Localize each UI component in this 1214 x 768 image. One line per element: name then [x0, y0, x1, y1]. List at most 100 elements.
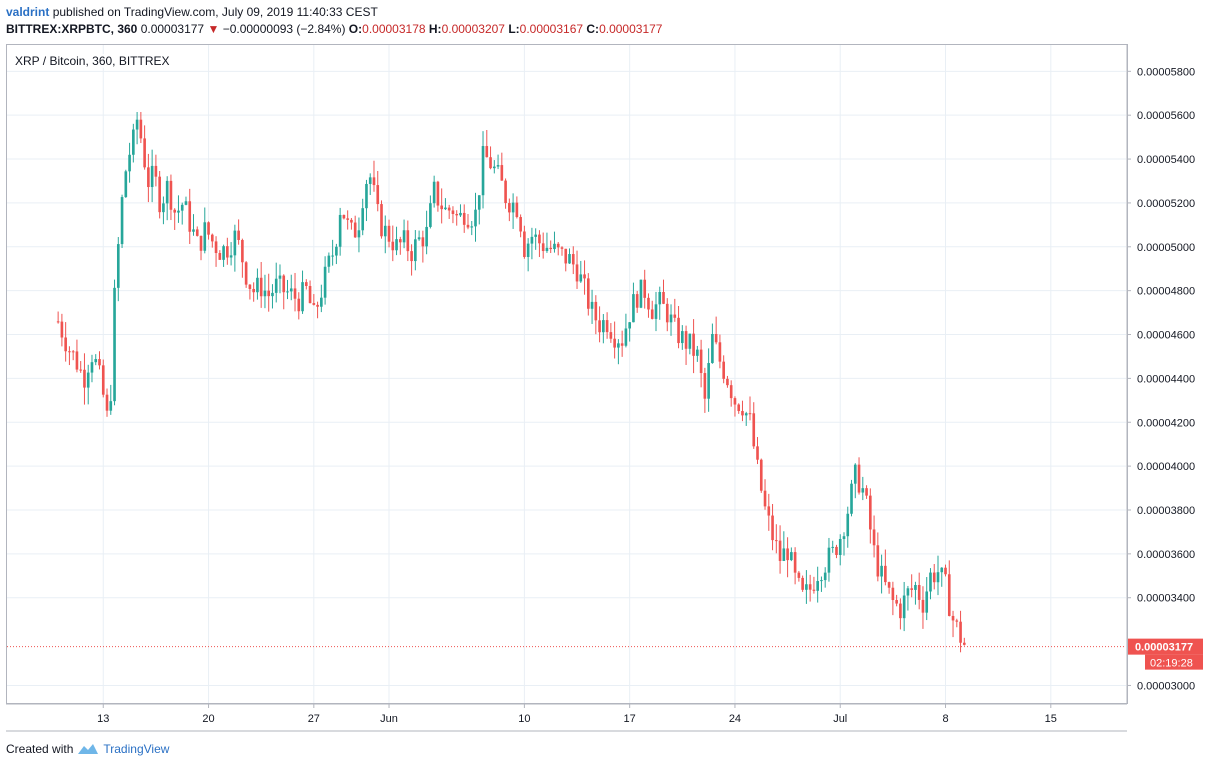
candle-body [380, 204, 383, 237]
candle-body [684, 331, 688, 349]
candle-body [485, 146, 489, 158]
candle-body [654, 304, 658, 319]
candle-body [75, 351, 79, 370]
candle-body [906, 588, 910, 596]
candle-body [481, 146, 485, 196]
candle-body [718, 342, 722, 362]
low-label: L: [508, 22, 520, 36]
candle-body [188, 201, 192, 232]
candle-body [959, 621, 962, 643]
candle-body [86, 372, 90, 388]
open-label: O: [348, 22, 363, 36]
time-tick-label: 10 [518, 713, 530, 725]
candle-body [504, 180, 507, 204]
candle-body [331, 255, 334, 257]
candle-body [876, 545, 880, 577]
candle-body [365, 183, 368, 209]
candle-body [444, 207, 447, 210]
price-tick-label: 0.00003000 [1137, 680, 1195, 692]
candle-body [838, 538, 842, 555]
candle-body [293, 288, 297, 299]
last-price: 0.00003177 [140, 22, 205, 36]
candle-body [391, 241, 395, 251]
candle-body [797, 572, 801, 578]
price-tick-label: 0.00005400 [1137, 154, 1195, 166]
candle-body [643, 279, 647, 298]
candle-body [120, 197, 124, 245]
candle-body [451, 210, 455, 214]
down-triangle-icon: ▼ [207, 22, 220, 36]
candle-body [530, 236, 534, 244]
candle-body [252, 288, 255, 293]
candle-body [658, 291, 662, 305]
last-price-label: 0.00003177 02:19:28 [1128, 638, 1203, 670]
candle-body [492, 166, 496, 169]
candle-body [128, 154, 131, 172]
candle-body [767, 506, 771, 516]
candle-body [297, 298, 301, 312]
tradingview-brand[interactable]: TradingView [103, 742, 170, 756]
time-tick-label: 27 [308, 713, 320, 725]
candle-body [628, 322, 631, 329]
candle-body [395, 239, 398, 251]
candle-body [338, 214, 342, 247]
open-value: 0.00003178 [362, 22, 426, 36]
candle-body [944, 567, 947, 575]
price-tick-label: 0.00003800 [1137, 505, 1195, 517]
low-value: 0.00003167 [519, 22, 584, 36]
candle-body [613, 338, 616, 348]
close-label: C: [586, 22, 600, 36]
time-tick-label: 24 [729, 713, 741, 725]
candle-body [470, 226, 474, 228]
candle-body [782, 548, 786, 561]
price-axis[interactable]: 0.00005800 0.00005600 0.00005400 0.00005200… [1127, 66, 1195, 692]
author-name[interactable]: valdrint [6, 5, 50, 19]
candle-body [917, 585, 921, 600]
candle-body [278, 275, 282, 279]
candle-body [895, 600, 898, 604]
tradingview-logo-icon [78, 744, 99, 754]
candle-body [56, 321, 60, 323]
time-tick-label: 20 [202, 713, 214, 725]
candle-body [308, 285, 312, 304]
candle-body [98, 359, 101, 366]
time-axis[interactable]: 13 20 27 Jun 10 17 24 Jul 8 15 [97, 704, 1057, 725]
candle-body [899, 603, 902, 619]
candle-body [312, 303, 316, 305]
candle-body [376, 185, 380, 205]
candle-body [429, 203, 432, 227]
candle-body [756, 446, 759, 460]
candle-body [914, 585, 917, 590]
candle-body [132, 129, 135, 155]
candle-body [571, 254, 575, 265]
created-with-label: Created with [6, 742, 74, 756]
candle-body [865, 488, 868, 496]
candle-body [286, 291, 289, 293]
candle-body [568, 254, 571, 264]
candle-body [726, 378, 729, 386]
candle-body [602, 320, 605, 333]
candle-body [173, 209, 177, 213]
candle-body [398, 239, 402, 243]
candle-body [564, 248, 568, 264]
candle-body [639, 279, 643, 308]
candle-body [425, 226, 428, 247]
chart-title: XRP / Bitcoin, 360, BITTREX [15, 54, 170, 68]
candle-body [229, 255, 233, 258]
candle-body [902, 595, 906, 619]
candle-body [673, 314, 677, 318]
candle-body [910, 588, 913, 590]
price-tick-label: 0.00003400 [1137, 593, 1195, 605]
candle-body [383, 225, 387, 237]
candle-body [169, 180, 173, 210]
candle-body [793, 552, 797, 573]
candle-body [244, 262, 248, 285]
price-tick-label: 0.00004200 [1137, 417, 1195, 429]
price-tick-label: 0.00004000 [1137, 461, 1195, 473]
candle-body [511, 202, 515, 213]
candle-body [842, 536, 846, 539]
candle-body [936, 572, 940, 583]
candle-body [323, 266, 327, 298]
candle-body [410, 251, 413, 262]
